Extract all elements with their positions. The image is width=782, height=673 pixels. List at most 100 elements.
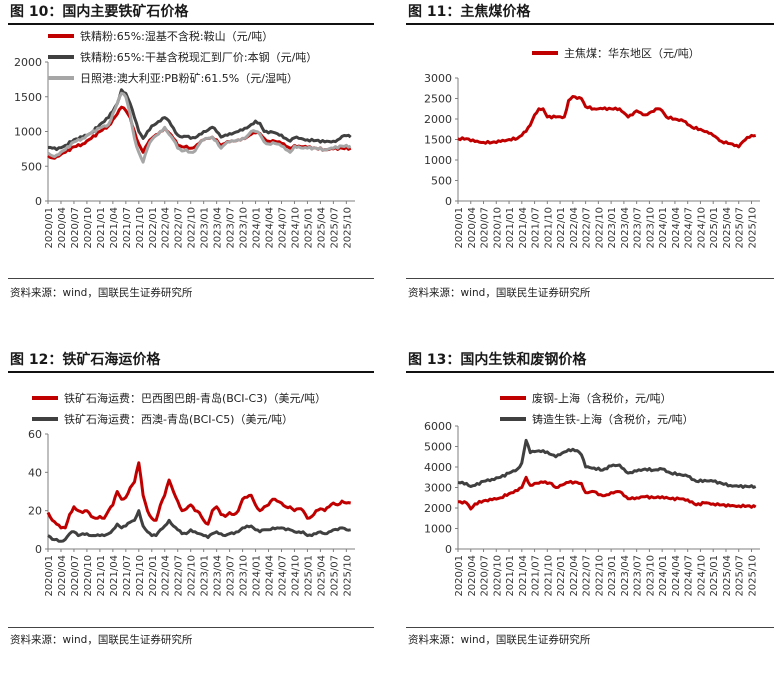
y-tick-label: 1500 [14, 91, 42, 104]
y-tick-label: 3000 [424, 482, 452, 495]
x-tick-label: 2024/10 [290, 555, 301, 597]
x-tick-label: 2022/01 [556, 555, 567, 597]
figure-10-top-rule [8, 23, 374, 25]
x-tick-label: 2020/01 [44, 207, 55, 249]
x-tick-label: 2024/10 [290, 207, 301, 249]
x-tick-label: 2020/07 [480, 555, 491, 597]
x-tick-label: 2025/07 [735, 207, 746, 249]
figure-10-source: 资料来源：wind，国联民生证券研究所 [10, 287, 193, 299]
figure-13-source: 资料来源：wind，国联民生证券研究所 [408, 634, 591, 646]
legend-label-2: 铸造生铁-上海（含税价，元/吨） [532, 412, 694, 426]
x-tick-label: 2022/07 [582, 207, 593, 249]
x-tick-label: 2021/10 [135, 555, 146, 597]
legend-label-2: 铁精粉:65%:干基含税现汇到厂价:本钢（元/吨） [80, 50, 317, 64]
legend-label-1: 废钢-上海（含税价，元/吨） [532, 391, 672, 405]
x-tick-label: 2024/04 [671, 555, 682, 597]
figure-11-title: 图 11：主焦煤价格 [408, 4, 531, 20]
legend-label-1: 铁精粉:65%:湿基不含税:鞍山（元/吨） [80, 29, 273, 43]
x-tick-label: 2024/04 [265, 555, 276, 597]
y-tick-label: 2000 [424, 502, 452, 515]
x-tick-label: 2021/07 [122, 207, 133, 249]
series-line-1 [457, 475, 757, 511]
series-line-1 [457, 95, 757, 149]
y-tick-label: 0 [35, 195, 42, 208]
x-tick-label: 2023/04 [213, 207, 224, 249]
x-tick-label: 2025/07 [329, 555, 340, 597]
y-tick-label: 1000 [14, 126, 42, 139]
x-tick-label: 2022/07 [174, 555, 185, 597]
x-tick-label: 2024/07 [277, 207, 288, 249]
x-tick-label: 2021/01 [505, 207, 516, 249]
x-tick-label: 2025/10 [747, 207, 758, 249]
x-tick-label: 2025/07 [735, 555, 746, 597]
x-tick-label: 2025/01 [709, 207, 720, 249]
figure-11-top-rule [406, 23, 774, 25]
x-tick-label: 2022/07 [582, 555, 593, 597]
figure-12-title: 图 12：铁矿石海运价格 [10, 352, 161, 368]
x-tick-label: 2022/10 [187, 207, 198, 249]
x-tick-label: 2021/04 [109, 555, 120, 597]
x-tick-label: 2021/04 [109, 207, 120, 249]
x-tick-label: 2023/04 [620, 207, 631, 249]
y-tick-label: 3000 [424, 72, 452, 85]
x-tick-label: 2023/07 [226, 207, 237, 249]
x-tick-label: 2023/07 [226, 555, 237, 597]
x-tick-label: 2025/04 [316, 555, 327, 597]
series-line-2 [457, 438, 757, 489]
legend-label-1: 主焦煤：华东地区（元/吨） [564, 46, 700, 60]
y-tick-label: 1000 [424, 154, 452, 167]
x-tick-label: 2024/04 [671, 207, 682, 249]
figure-10-title: 图 10：国内主要铁矿石价格 [10, 4, 189, 20]
x-tick-label: 2022/01 [148, 207, 159, 249]
x-tick-label: 2021/07 [531, 555, 542, 597]
x-tick-label: 2025/04 [722, 555, 733, 597]
x-tick-label: 2023/04 [213, 555, 224, 597]
x-tick-label: 2024/01 [658, 207, 669, 249]
x-tick-label: 2022/04 [161, 207, 172, 249]
x-tick-label: 2020/10 [83, 207, 94, 249]
x-tick-label: 2024/10 [696, 555, 707, 597]
figure-12-bottom-rule [8, 627, 374, 628]
x-tick-label: 2023/04 [620, 555, 631, 597]
series-line-3 [47, 91, 352, 164]
y-tick-label: 1000 [424, 523, 452, 536]
x-tick-label: 2020/10 [492, 555, 503, 597]
x-tick-label: 2025/10 [747, 555, 758, 597]
x-tick-label: 2022/04 [569, 207, 580, 249]
x-tick-label: 2023/01 [607, 555, 618, 597]
x-tick-label: 2020/10 [492, 207, 503, 249]
figure-12-top-rule [8, 371, 374, 373]
y-tick-label: 0 [445, 543, 452, 556]
y-tick-label: 0 [35, 543, 42, 556]
x-tick-label: 2020/07 [70, 207, 81, 249]
y-tick-label: 6000 [424, 420, 452, 433]
x-tick-label: 2024/01 [658, 555, 669, 597]
x-tick-label: 2021/01 [505, 555, 516, 597]
y-tick-label: 40 [28, 466, 42, 479]
x-tick-label: 2024/01 [252, 207, 263, 249]
x-tick-label: 2021/10 [543, 555, 554, 597]
x-tick-label: 2022/04 [569, 555, 580, 597]
x-tick-label: 2025/04 [722, 207, 733, 249]
y-tick-label: 2500 [424, 93, 452, 106]
x-tick-label: 2025/01 [303, 207, 314, 249]
figure-11-bottom-rule [406, 278, 774, 279]
x-tick-label: 2025/10 [342, 555, 353, 597]
x-tick-label: 2023/10 [239, 207, 250, 249]
legend-label-3: 日照港:澳大利亚:PB粉矿:61.5%（元/湿吨） [80, 71, 298, 85]
x-tick-label: 2021/10 [543, 207, 554, 249]
figure-13-bottom-rule [406, 627, 774, 628]
x-tick-label: 2024/01 [252, 555, 263, 597]
figure-13-title: 图 13：国内生铁和废钢价格 [408, 352, 587, 368]
x-tick-label: 2020/07 [70, 555, 81, 597]
x-tick-label: 2023/01 [200, 207, 211, 249]
figure-13-panel: 图 13：国内生铁和废钢价格 0 1000 2000 3000 4000 5000 6000… [398, 348, 778, 673]
x-tick-label: 2025/01 [709, 555, 720, 597]
figure-12-source: 资料来源：wind，国联民生证券研究所 [10, 634, 193, 646]
y-tick-label: 500 [431, 175, 452, 188]
y-tick-label: 0 [445, 195, 452, 208]
x-tick-label: 2021/07 [531, 207, 542, 249]
series-line-1 [46, 461, 351, 530]
